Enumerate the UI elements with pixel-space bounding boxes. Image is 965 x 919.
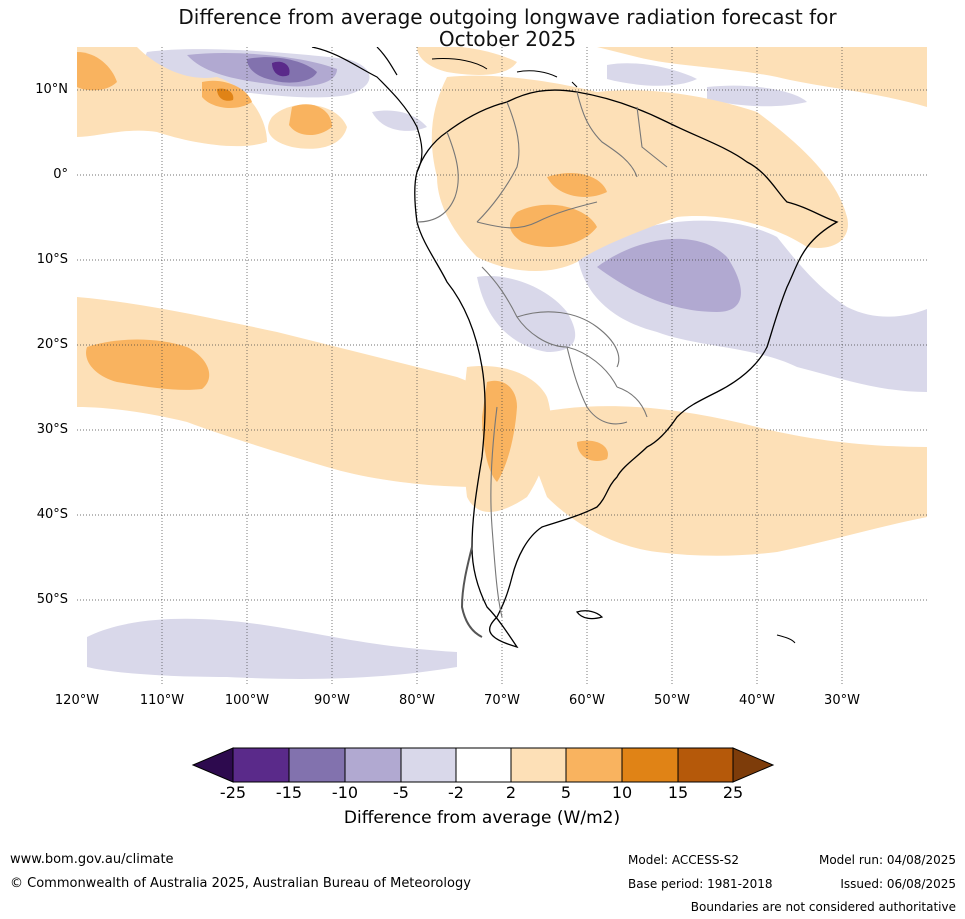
colorbar-high-extend (732, 747, 775, 783)
footer-base-period: Base period: 1981-2018 (628, 877, 773, 891)
footer-disclaimer: Boundaries are not considered authoritat… (690, 900, 956, 914)
colorbar-bin-9 (677, 747, 734, 783)
footer-model-run: Model run: 04/08/2025 (818, 853, 956, 867)
map-title-line-1: Difference from average outgoing longwav… (178, 5, 837, 29)
anomaly-map (77, 47, 927, 685)
footer-copyright: © Commonwealth of Australia 2025, Austra… (10, 876, 471, 891)
colorbar-tick-2: -15 (275, 783, 303, 802)
lon-label-90w: 90°W (314, 693, 350, 708)
colorbar-tick-1: -25 (219, 783, 247, 802)
colorbar-bin-5 (455, 747, 512, 783)
lon-label-80w: 80°W (399, 693, 435, 708)
lat-label-50s: 50°S (36, 592, 68, 607)
colorbar-title: Difference from average (W/m2) (343, 808, 621, 828)
lon-label-40w: 40°W (739, 693, 775, 708)
colorbar-bin-1 (232, 747, 290, 783)
colorbar-bin-3 (344, 747, 402, 783)
lon-label-100w: 100°W (224, 693, 270, 708)
lat-label-10s: 10°S (36, 252, 68, 267)
lon-label-50w: 50°W (654, 693, 690, 708)
country-boundaries (416, 91, 668, 618)
colorbar-tick-9: 15 (667, 783, 689, 802)
colorbar-tick-5: -2 (448, 783, 464, 802)
lat-label-30s: 30°S (36, 422, 68, 437)
colorbar (191, 747, 775, 783)
lat-label-40s: 40°S (36, 507, 68, 522)
lat-label-0: 0° (53, 167, 68, 182)
colorbar-bin-4 (400, 747, 457, 783)
positive-anomaly-shading (77, 47, 927, 556)
map-graticule (77, 47, 927, 685)
colorbar-bin-7 (565, 747, 623, 783)
colorbar-bin-8 (621, 747, 679, 783)
map-title-line-2: October 2025 (438, 27, 577, 51)
lon-label-70w: 70°W (484, 693, 520, 708)
lon-label-110w: 110°W (139, 693, 185, 708)
colorbar-tick-4: -5 (393, 783, 409, 802)
colorbar-tick-10: 25 (722, 783, 744, 802)
colorbar-low-extend (191, 747, 234, 783)
footer-model: Model: ACCESS-S2 (628, 853, 740, 867)
colorbar-tick-8: 10 (611, 783, 633, 802)
colorbar-tick-7: 5 (560, 783, 572, 802)
lat-label-20s: 20°S (36, 337, 68, 352)
lon-label-60w: 60°W (569, 693, 605, 708)
colorbar-bin-2 (288, 747, 346, 783)
lat-label-10n: 10°N (35, 82, 68, 97)
footer-issued: Issued: 06/08/2025 (840, 877, 956, 891)
lon-label-120w: 120°W (54, 693, 100, 708)
south-america-coastline (414, 89, 839, 649)
colorbar-tick-6: 2 (505, 783, 517, 802)
colorbar-tick-3: -10 (331, 783, 359, 802)
central-america-coastline (311, 47, 423, 173)
lon-label-30w: 30°W (824, 693, 860, 708)
footer-website[interactable]: www.bom.gov.au/climate (10, 852, 174, 867)
colorbar-bin-6 (510, 747, 567, 783)
